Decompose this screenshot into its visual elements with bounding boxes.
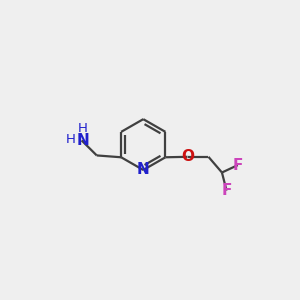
Text: F: F xyxy=(232,158,243,172)
Text: N: N xyxy=(76,133,89,148)
Text: N: N xyxy=(137,163,150,178)
Text: O: O xyxy=(181,149,194,164)
Text: H: H xyxy=(78,122,88,135)
Text: H: H xyxy=(65,133,75,146)
Text: F: F xyxy=(221,183,232,198)
